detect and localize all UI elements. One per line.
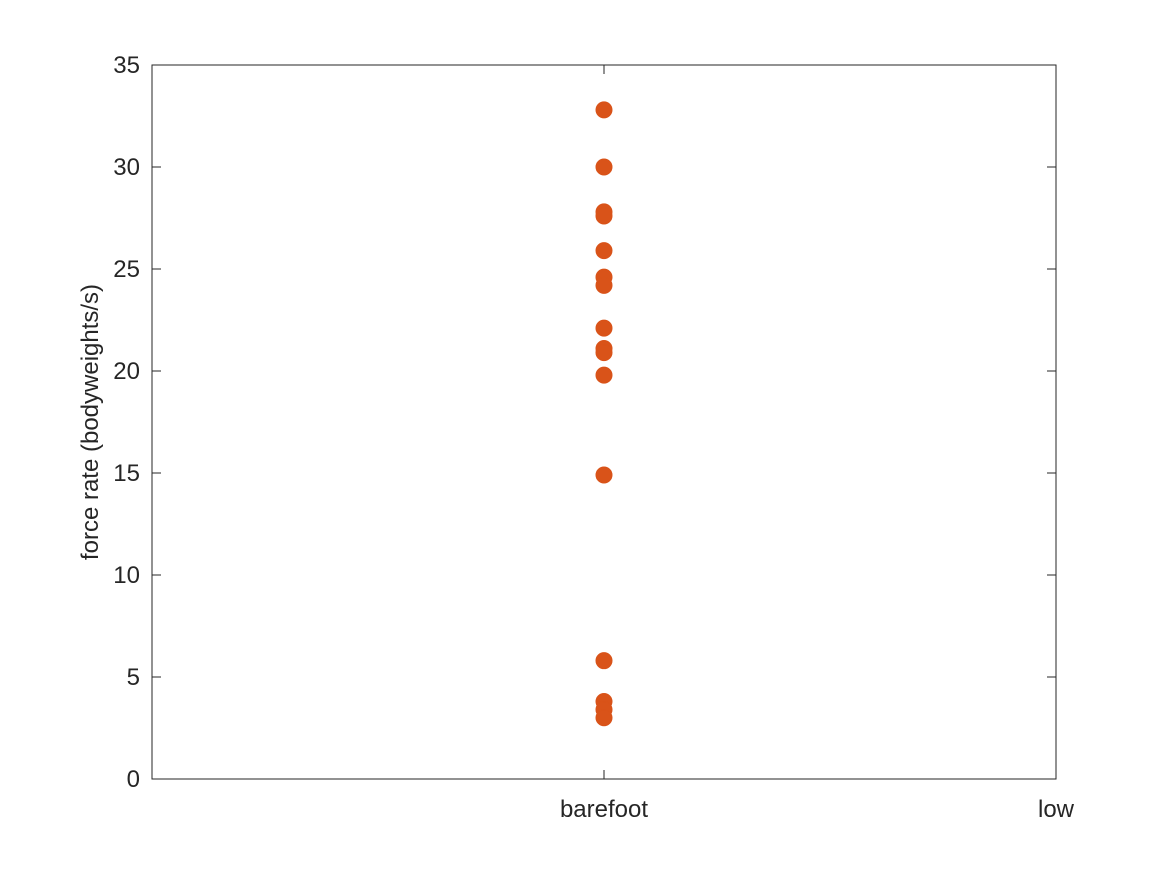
y-tick-label: 15 (113, 460, 140, 487)
y-tick-label: 0 (127, 766, 140, 793)
data-point (595, 319, 613, 337)
labels-layer: 0 5 10 15 20 25 30 35 barefoot low force rate (bod… (77, 52, 1075, 823)
data-point (595, 709, 613, 727)
data-point (595, 101, 613, 119)
data-point (595, 242, 613, 260)
data-point (595, 158, 613, 176)
y-tick-label: 30 (113, 154, 140, 181)
y-tick-label: 5 (127, 664, 140, 691)
data-point (595, 366, 613, 384)
y-axis-title: force rate (bodyweights/s) (77, 284, 104, 560)
data-point (595, 466, 613, 484)
axes-layer (151, 64, 1057, 780)
data-point (595, 207, 613, 225)
y-tick-label: 35 (113, 52, 140, 79)
marks-layer (595, 101, 613, 727)
y-tick-label: 10 (113, 562, 140, 589)
data-point (595, 344, 613, 362)
x-tick-label: barefoot (560, 796, 648, 823)
data-point (595, 652, 613, 670)
x-tick-label: low (1038, 796, 1075, 823)
y-tick-label: 25 (113, 256, 140, 283)
data-point (595, 276, 613, 294)
y-tick-label: 20 (113, 358, 140, 385)
